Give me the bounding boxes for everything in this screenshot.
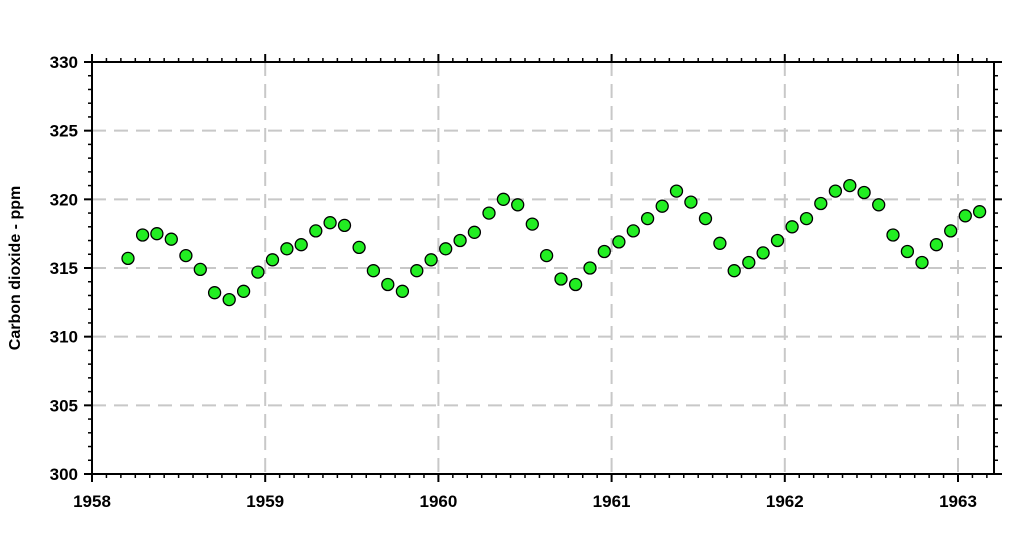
data-point bbox=[309, 224, 323, 238]
data-point bbox=[482, 206, 496, 220]
data-point bbox=[424, 253, 438, 267]
data-point bbox=[857, 185, 871, 200]
data-point bbox=[207, 286, 222, 300]
data-point bbox=[366, 264, 381, 278]
data-point bbox=[236, 284, 251, 298]
data-point bbox=[972, 205, 987, 219]
axis-ticks bbox=[84, 54, 1002, 482]
data-point bbox=[179, 248, 193, 263]
data-point bbox=[756, 246, 770, 260]
data-point bbox=[597, 244, 611, 259]
y-tick-label: 315 bbox=[50, 259, 78, 278]
data-point bbox=[352, 240, 366, 255]
data-point bbox=[640, 211, 655, 226]
x-tick-label: 1963 bbox=[939, 492, 977, 511]
data-point bbox=[222, 292, 236, 307]
x-tick-label: 1961 bbox=[593, 492, 631, 511]
y-tick-label: 300 bbox=[50, 465, 78, 484]
data-point bbox=[511, 198, 525, 212]
y-tick-label: 330 bbox=[50, 53, 78, 72]
data-point bbox=[929, 238, 944, 252]
data-point bbox=[684, 195, 698, 209]
data-points bbox=[121, 178, 987, 307]
x-tick-label: 1960 bbox=[419, 492, 457, 511]
x-tick-labels: 1958 1959 1960 1961 1962 1963 bbox=[73, 492, 977, 511]
data-point bbox=[150, 227, 164, 241]
data-point bbox=[915, 255, 929, 270]
data-point bbox=[814, 196, 828, 211]
x-tick-label: 1958 bbox=[73, 492, 111, 511]
y-tick-label: 305 bbox=[50, 396, 78, 415]
data-point bbox=[193, 262, 207, 277]
data-point bbox=[626, 224, 640, 238]
data-point bbox=[439, 242, 453, 256]
y-tick-label: 320 bbox=[50, 190, 78, 209]
data-point bbox=[698, 211, 713, 226]
data-point bbox=[395, 284, 410, 298]
data-point bbox=[323, 216, 337, 230]
y-tick-labels: 300 305 310 315 320 325 330 bbox=[50, 53, 78, 484]
data-point bbox=[135, 228, 150, 242]
data-point bbox=[944, 224, 958, 238]
data-point bbox=[900, 244, 915, 259]
data-point bbox=[727, 264, 741, 278]
data-point bbox=[713, 236, 727, 250]
data-point bbox=[583, 261, 597, 275]
y-axis-title: Carbon dioxide - ppm bbox=[7, 186, 24, 350]
data-point bbox=[655, 199, 669, 213]
data-point bbox=[467, 225, 482, 239]
data-point bbox=[121, 251, 135, 266]
data-point bbox=[742, 255, 756, 270]
data-point bbox=[525, 217, 539, 231]
x-tick-label: 1962 bbox=[766, 492, 804, 511]
data-point bbox=[785, 220, 799, 234]
data-point bbox=[799, 211, 814, 226]
data-point bbox=[453, 233, 467, 248]
data-point bbox=[872, 198, 886, 212]
data-point bbox=[886, 228, 900, 242]
grid bbox=[92, 62, 994, 474]
data-point bbox=[770, 233, 785, 248]
data-point bbox=[410, 264, 424, 278]
data-point bbox=[669, 184, 684, 198]
y-tick-label: 325 bbox=[50, 122, 78, 141]
x-tick-label: 1959 bbox=[246, 492, 284, 511]
data-point bbox=[265, 253, 280, 267]
y-tick-label: 310 bbox=[50, 328, 78, 347]
data-point bbox=[554, 272, 568, 286]
data-point bbox=[843, 178, 857, 193]
data-point bbox=[958, 209, 972, 223]
data-point bbox=[612, 235, 626, 249]
data-point bbox=[568, 277, 583, 292]
data-point bbox=[164, 232, 178, 246]
data-point bbox=[496, 192, 511, 206]
data-point bbox=[539, 248, 554, 263]
data-point bbox=[828, 184, 843, 198]
data-point bbox=[251, 265, 265, 279]
data-point bbox=[381, 277, 395, 292]
data-point bbox=[337, 218, 352, 233]
data-point bbox=[294, 238, 308, 252]
data-point bbox=[280, 242, 294, 256]
